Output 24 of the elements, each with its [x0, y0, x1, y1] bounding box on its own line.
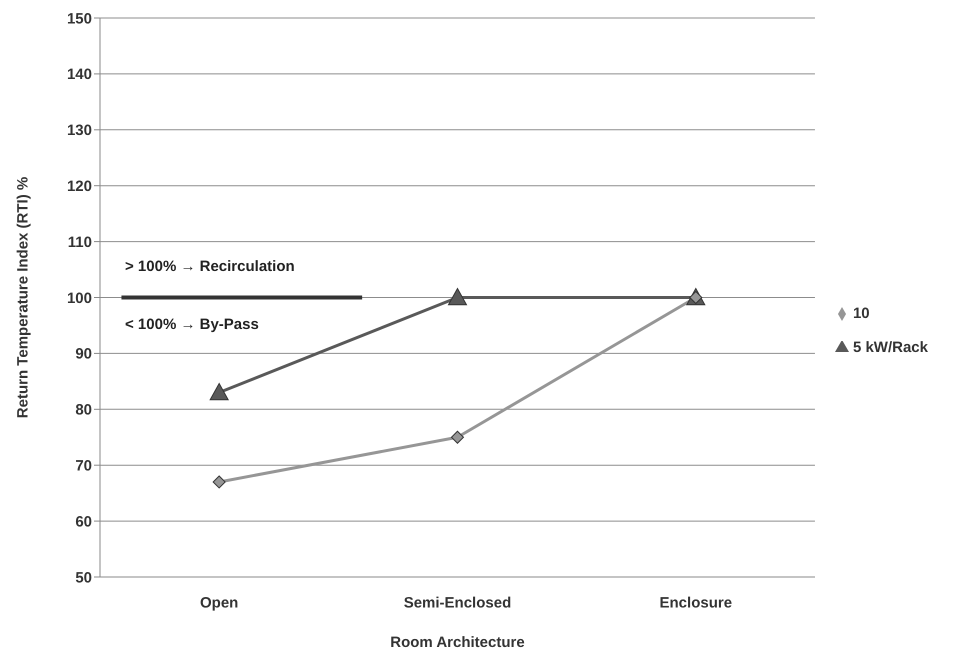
y-tick-label: 110 — [68, 234, 92, 251]
y-tick-label: 60 — [75, 513, 92, 530]
x-tick-label: Open — [200, 594, 238, 612]
x-axis-title: Room Architecture — [390, 634, 525, 651]
point — [450, 430, 464, 444]
y-tick-label: 140 — [66, 66, 92, 84]
x-tick-label: Semi-Enclosed — [404, 594, 512, 612]
legend-label: 5 kW/Rack — [852, 338, 928, 356]
y-tick-label: 70 — [75, 458, 92, 475]
y-tick-label: 100 — [66, 290, 92, 307]
y-tick-label: 120 — [66, 178, 92, 196]
annotation: < 100% → By-Pass — [125, 316, 259, 333]
y-tick-label: 130 — [66, 122, 92, 140]
y-axis-title: Return Temperature Index (RTI) % — [14, 176, 32, 418]
point — [448, 288, 467, 306]
y-tick-label: 50 — [75, 569, 92, 586]
annotation: > 100% → Recirculation — [125, 258, 295, 275]
point — [212, 475, 226, 488]
legend-label: 10 — [852, 304, 870, 322]
y-tick-label: 80 — [75, 402, 92, 419]
point — [210, 383, 229, 400]
y-tick-label: 150 — [66, 10, 92, 28]
y-tick-label: 90 — [75, 346, 92, 363]
x-tick-label: Enclosure — [660, 594, 732, 612]
